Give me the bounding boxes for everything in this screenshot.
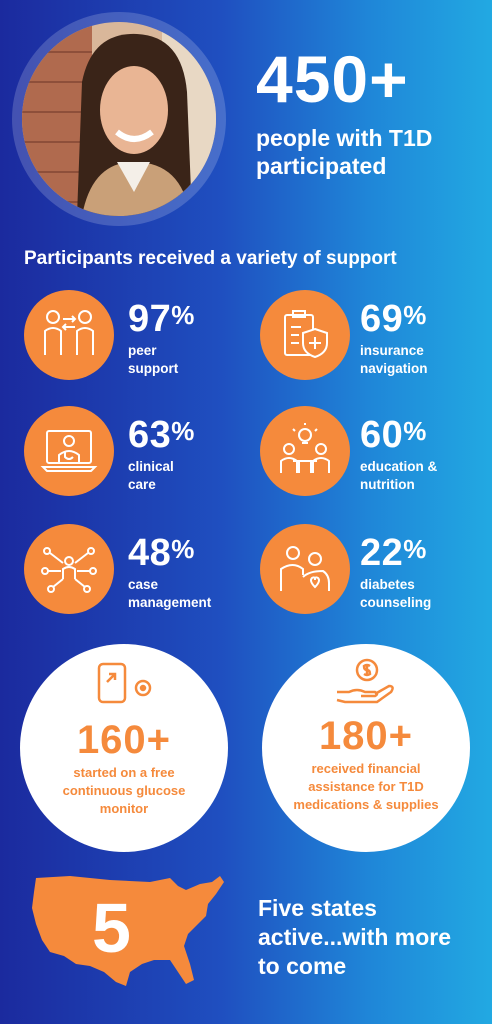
glucose-monitor-count: 160+ bbox=[76, 718, 172, 762]
participants-count: 450+ bbox=[256, 42, 409, 116]
glucose-monitor-text: started on a free continuous glucose mon… bbox=[62, 765, 186, 816]
network-person-icon bbox=[24, 524, 114, 614]
stat-case-management: 48% case management bbox=[128, 532, 212, 610]
counseling-heart-icon bbox=[260, 524, 350, 614]
highlight-glucose-monitor: 160+ started on a free continuous glucos… bbox=[20, 644, 228, 852]
hand-coin-icon bbox=[336, 658, 394, 704]
stat-insurance-navigation: 69% insurance navigation bbox=[360, 298, 428, 376]
participant-photo bbox=[22, 22, 216, 216]
stat-peer-support: 97% peer support bbox=[128, 298, 195, 376]
insurance-shield-icon bbox=[260, 290, 350, 380]
education-lightbulb-icon bbox=[260, 406, 350, 496]
participants-caption: people with T1D participated bbox=[256, 125, 433, 179]
doctor-laptop-icon bbox=[24, 406, 114, 496]
glucose-monitor-icon bbox=[97, 662, 152, 704]
section-title: Participants received a variety of suppo… bbox=[24, 248, 397, 269]
stat-clinical-care: 63% clinical care bbox=[128, 414, 195, 492]
stat-diabetes-counseling: 22% diabetes counseling bbox=[360, 532, 432, 610]
usa-map-icon bbox=[30, 868, 226, 997]
stat-education-nutrition: 60% education & nutrition bbox=[360, 414, 438, 492]
states-caption: Five states active...with more to come bbox=[258, 895, 452, 979]
states-count: 5 bbox=[92, 889, 131, 967]
peer-support-icon bbox=[24, 290, 114, 380]
financial-assistance-text: received financial assistance for T1D me… bbox=[293, 761, 439, 812]
financial-assistance-count: 180+ bbox=[318, 714, 414, 758]
highlight-financial-assistance: 180+ received financial assistance for T… bbox=[262, 644, 470, 852]
